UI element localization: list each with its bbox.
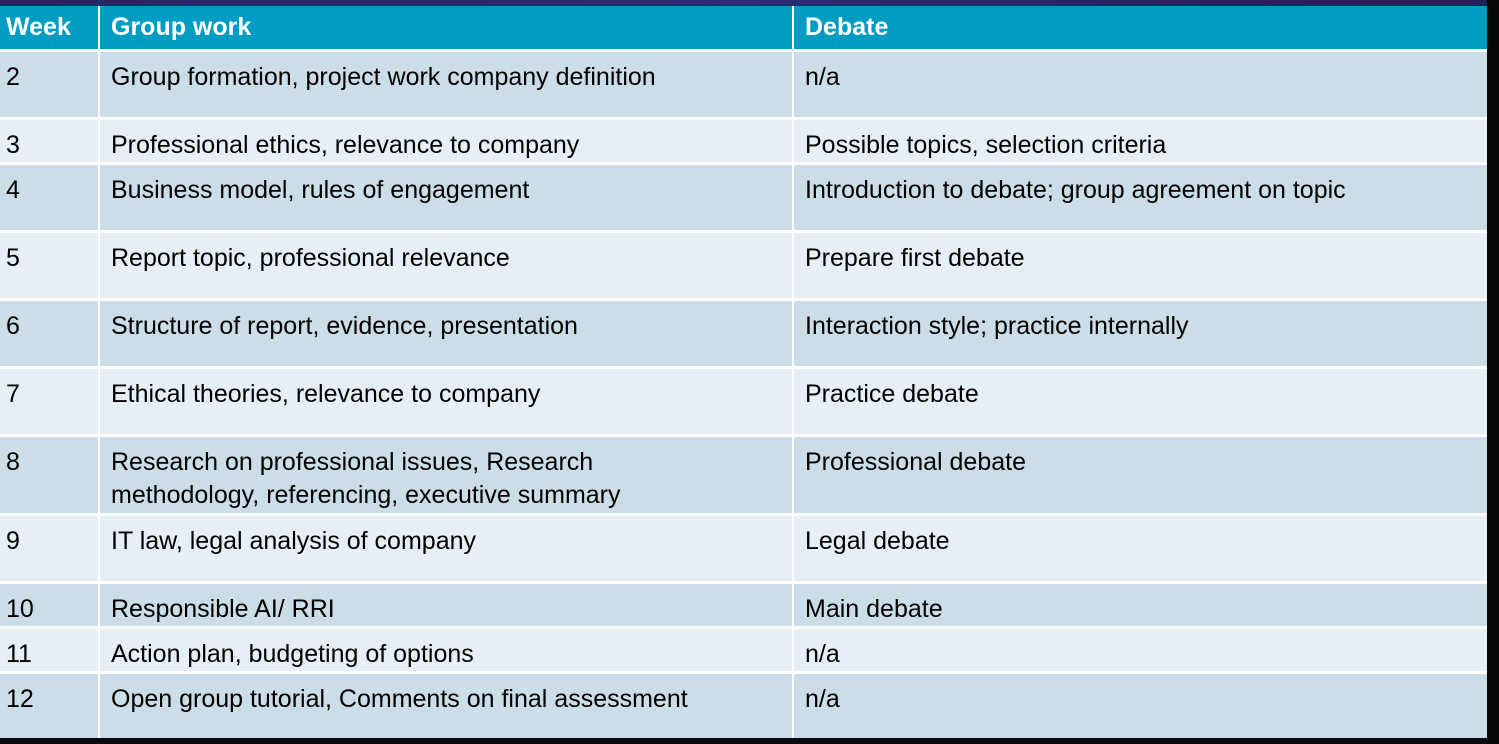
debate-cell: n/a [792,670,1487,738]
table-row: 10 Responsible AI/ RRI Main debate [0,580,1487,627]
week-cell: 5 [0,229,99,299]
group-work-cell: Business model, rules of engagement [98,161,793,231]
table-body: 2 Group formation, project work company … [0,48,1487,738]
table-header: Week Group work Debate [0,6,1487,50]
week-cell: 7 [0,365,99,435]
week-cell: 2 [0,48,99,118]
group-work-cell: Responsible AI/ RRI [98,580,793,627]
debate-cell: Legal debate [792,512,1487,582]
top-accent-strip [0,0,1499,6]
table-row: 2 Group formation, project work company … [0,48,1487,118]
table-row: 4 Business model, rules of engagement In… [0,161,1487,231]
group-work-cell: Open group tutorial, Comments on final a… [98,670,793,738]
week-cell: 10 [0,580,99,627]
debate-cell: Practice debate [792,365,1487,435]
table-row: 3 Professional ethics, relevance to comp… [0,116,1487,163]
group-work-cell: Structure of report, evidence, presentat… [98,297,793,367]
debate-cell: Main debate [792,580,1487,627]
week-cell: 11 [0,625,99,672]
debate-cell: Introduction to debate; group agreement … [792,161,1487,231]
header-row: Week Group work Debate [0,6,1487,50]
table-row: 9 IT law, legal analysis of company Lega… [0,512,1487,582]
schedule-table: Week Group work Debate 2 Group formation… [0,6,1487,738]
group-work-cell: IT law, legal analysis of company [98,512,793,582]
week-cell: 12 [0,670,99,738]
debate-cell: n/a [792,48,1487,118]
header-group-work: Group work [98,6,793,50]
debate-cell: n/a [792,625,1487,672]
group-work-cell: Report topic, professional relevance [98,229,793,299]
group-work-cell: Action plan, budgeting of options [98,625,793,672]
group-work-line-1: Research on professional issues, Researc… [111,447,594,476]
week-cell: 9 [0,512,99,582]
group-work-cell: Group formation, project work company de… [98,48,793,118]
right-edge-strip [1487,0,1499,744]
week-cell: 3 [0,116,99,163]
week-cell: 6 [0,297,99,367]
table-row: 12 Open group tutorial, Comments on fina… [0,670,1487,738]
debate-cell: Possible topics, selection criteria [792,116,1487,163]
debate-cell: Interaction style; practice internally [792,297,1487,367]
debate-cell: Prepare first debate [792,229,1487,299]
table-row: 6 Structure of report, evidence, present… [0,297,1487,367]
header-debate: Debate [792,6,1487,50]
week-cell: 8 [0,433,99,514]
table-row: 7 Ethical theories, relevance to company… [0,365,1487,435]
group-work-cell: Professional ethics, relevance to compan… [98,116,793,163]
header-week: Week [6,12,71,41]
table-row: 8 Research on professional issues, Resea… [0,433,1487,514]
table-row: 11 Action plan, budgeting of options n/a [0,625,1487,672]
group-work-cell: Ethical theories, relevance to company [98,365,793,435]
group-work-cell: Research on professional issues, Researc… [98,433,793,514]
debate-cell: Professional debate [792,433,1487,514]
week-cell: 4 [0,161,99,231]
group-work-line-2: methodology, referencing, executive summ… [111,480,621,509]
table-row: 5 Report topic, professional relevance P… [0,229,1487,299]
